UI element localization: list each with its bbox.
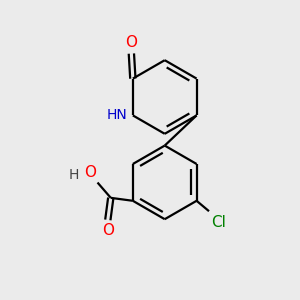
Text: O: O	[84, 165, 96, 180]
Text: O: O	[102, 223, 114, 238]
Text: HN: HN	[107, 108, 128, 122]
Text: O: O	[125, 35, 137, 50]
Text: Cl: Cl	[212, 215, 226, 230]
Text: H: H	[69, 168, 79, 182]
